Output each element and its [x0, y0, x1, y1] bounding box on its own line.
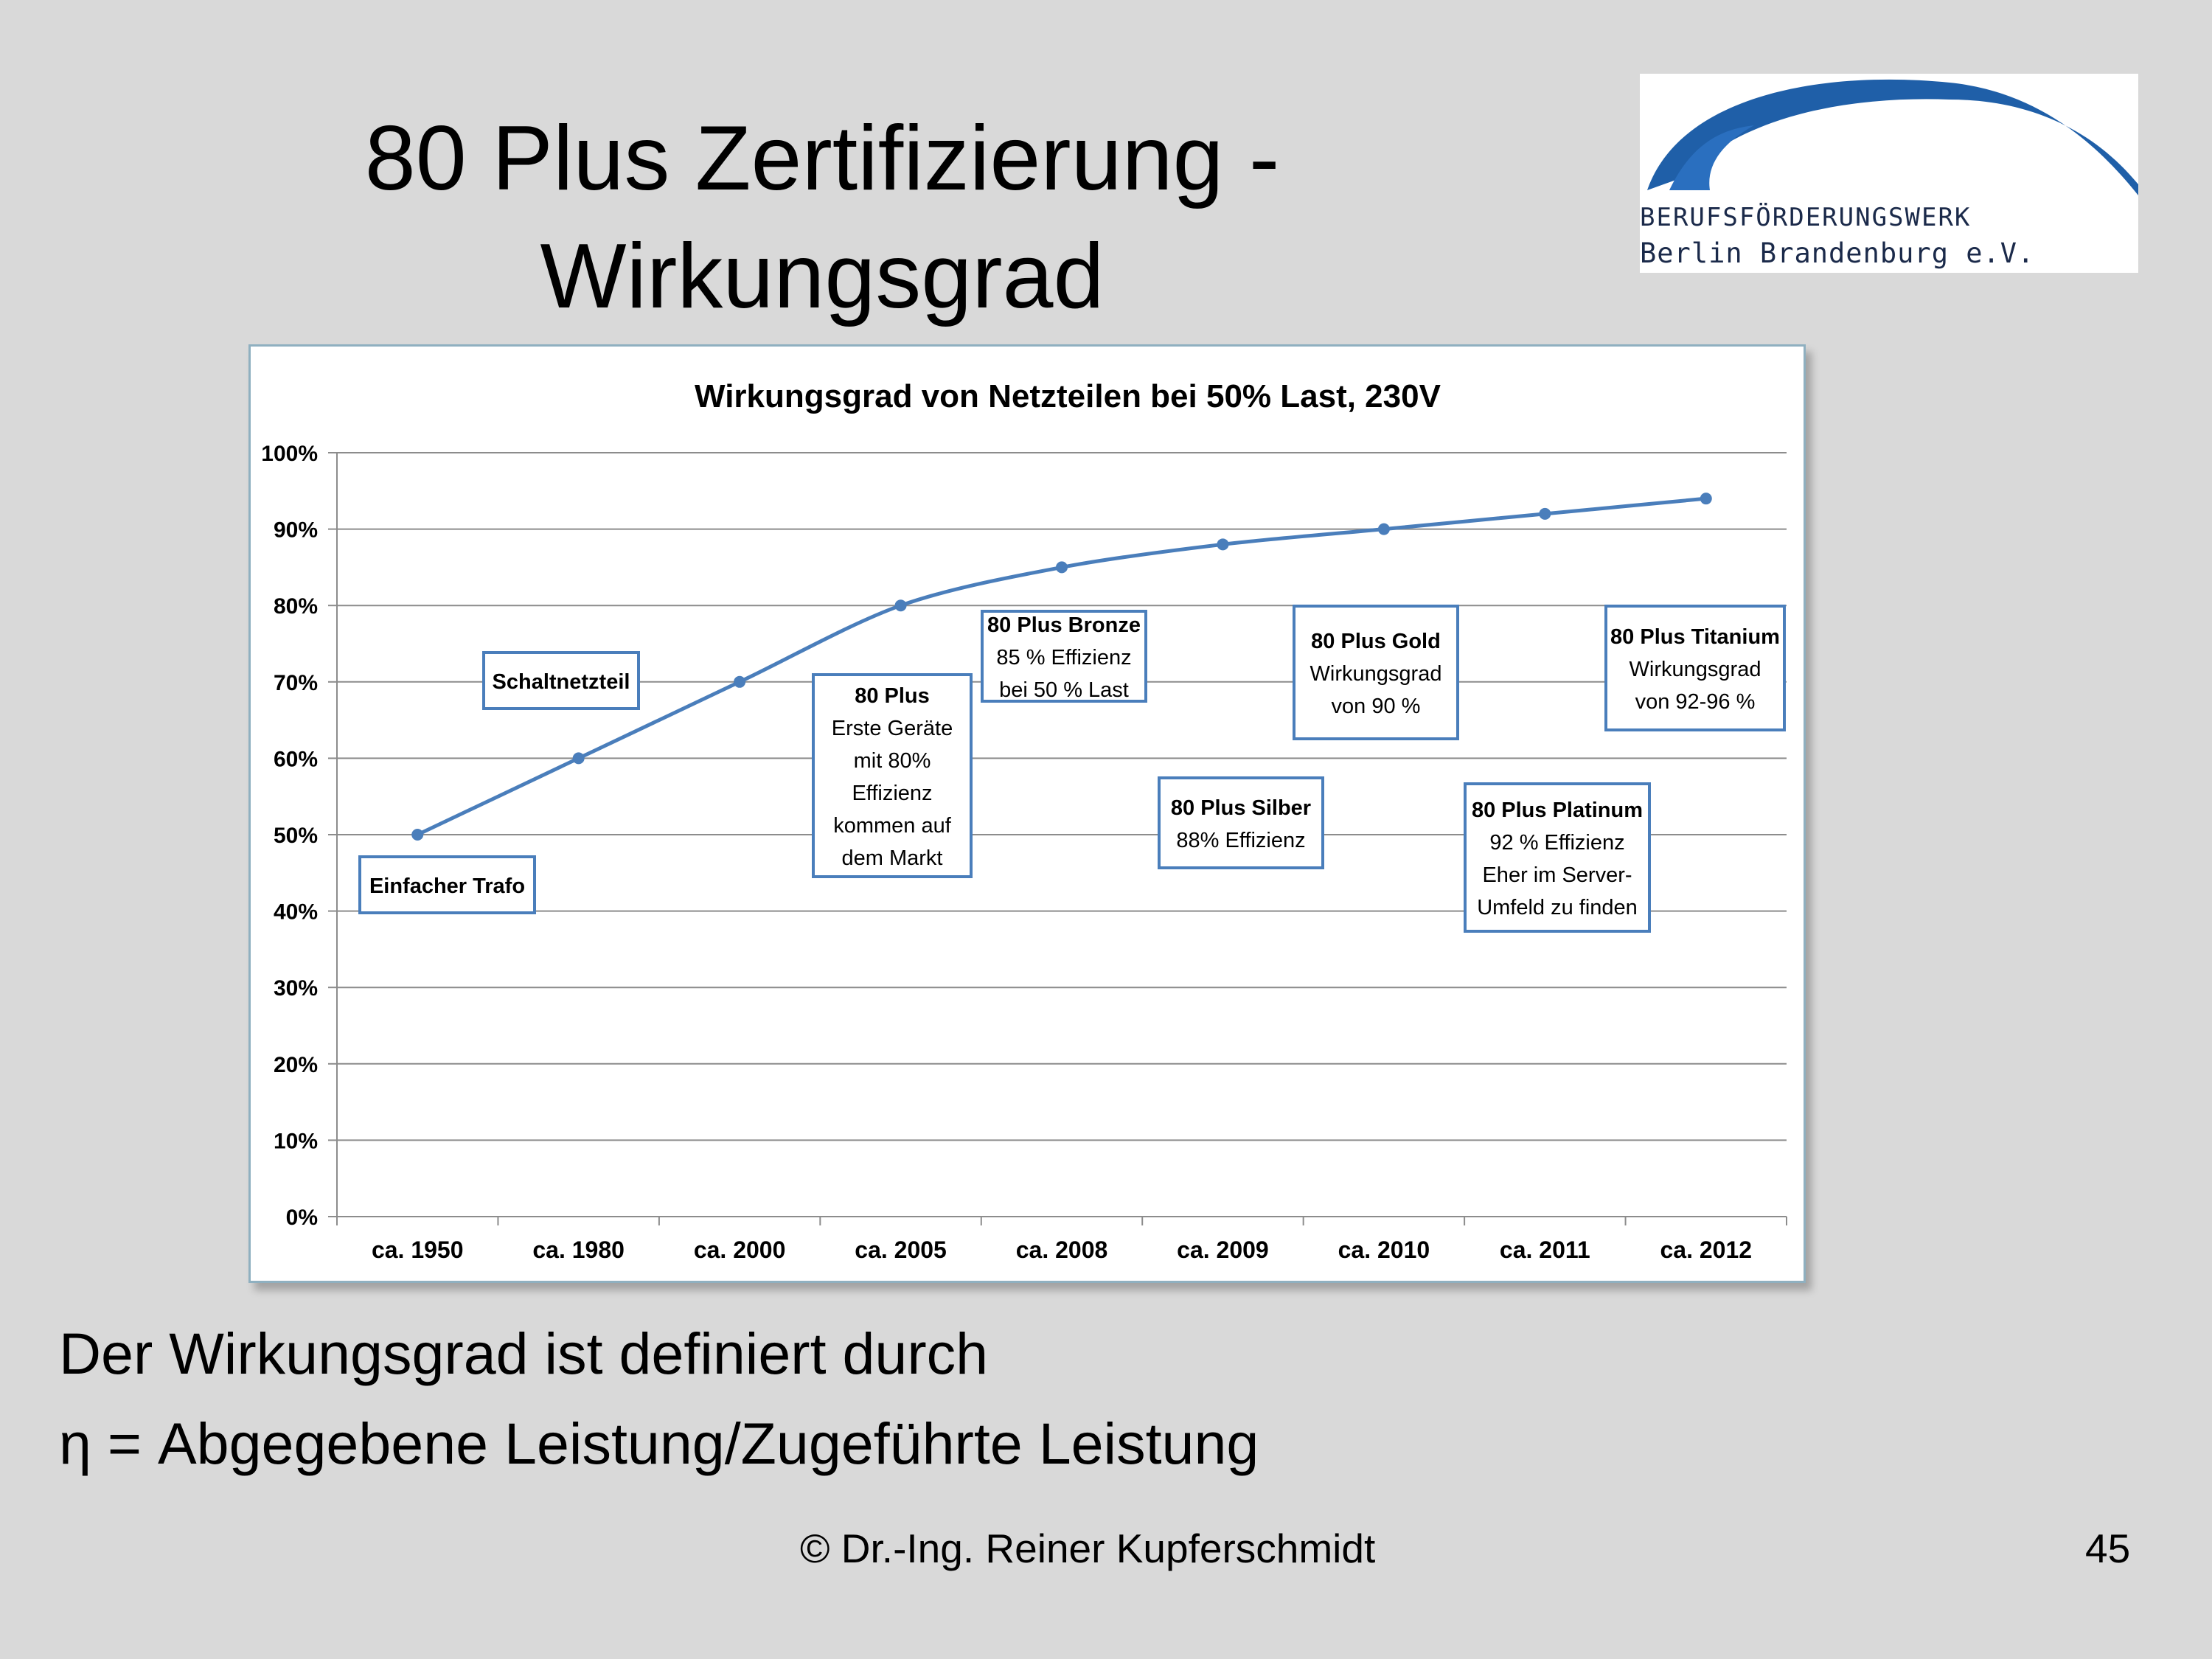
- bridge-arc-icon: [1647, 79, 2138, 195]
- annotation-text: 80 Plus: [855, 684, 930, 708]
- annotation-text: Wirkungsgrad: [1630, 658, 1761, 681]
- y-tick-label: 10%: [274, 1129, 318, 1153]
- data-point: [1377, 523, 1390, 535]
- y-tick-label: 20%: [274, 1053, 318, 1077]
- title-line-1: 80 Plus Zertifizierung -: [364, 108, 1280, 209]
- page-number: 45: [2085, 1526, 2131, 1571]
- logo: BERUFSFÖRDERUNGSWERK Berlin Brandenburg …: [1640, 74, 2138, 273]
- y-tick-label: 0%: [286, 1206, 318, 1230]
- data-point: [1056, 561, 1068, 574]
- x-tick-label: ca. 2005: [855, 1237, 947, 1263]
- annotation-text: mit 80%: [854, 749, 931, 773]
- x-tick-label: ca. 2011: [1500, 1237, 1590, 1263]
- x-tick-label: ca. 1950: [372, 1237, 464, 1263]
- data-point: [1700, 493, 1712, 505]
- annotation-text: 85 % Effizienz: [996, 646, 1131, 669]
- annotation-80-plus-silber: [1158, 776, 1324, 869]
- chart-title: Wirkungsgrad von Netzteilen bei 50% Last…: [695, 378, 1441, 414]
- annotation-80-plus-titanium: [1604, 605, 1786, 731]
- data-point: [894, 599, 907, 612]
- annotation-text: Schaltnetzteil: [493, 670, 630, 694]
- annotation-80-plus: [812, 673, 973, 878]
- annotation-text: Wirkungsgrad: [1310, 662, 1442, 686]
- annotation-text: 80 Plus Titanium: [1610, 625, 1780, 649]
- body-text-formula: η = Abgegebene Leistung/Zugeführte Leist…: [59, 1411, 1259, 1476]
- data-point: [572, 752, 585, 765]
- y-tick-label: 70%: [274, 671, 318, 695]
- x-tick-label: ca. 2000: [694, 1237, 786, 1263]
- body-text-definition: Der Wirkungsgrad ist definiert durch: [59, 1321, 989, 1386]
- efficiency-line-chart: Wirkungsgrad von Netzteilen bei 50% Last…: [261, 378, 1787, 1263]
- annotation-text: 80 Plus Silber: [1171, 796, 1311, 820]
- annotation-text: 88% Effizienz: [1176, 829, 1305, 852]
- x-tick-label: ca. 2008: [1016, 1237, 1108, 1263]
- annotation-einfacher-trafo: [358, 855, 536, 914]
- y-tick-label: 90%: [274, 518, 318, 543]
- y-tick-label: 50%: [274, 824, 318, 848]
- data-point: [1539, 507, 1551, 520]
- chart-frame: Wirkungsgrad von Netzteilen bei 50% Last…: [248, 344, 1806, 1283]
- x-tick-label: ca. 2010: [1338, 1237, 1430, 1263]
- title-line-2: Wirkungsgrad: [540, 226, 1105, 327]
- annotation-text: 92 % Effizienz: [1489, 831, 1624, 855]
- copyright-footer: © Dr.-Ing. Reiner Kupferschmidt: [800, 1526, 1376, 1571]
- data-point: [734, 675, 746, 688]
- logo-text-2: Berlin Brandenburg e.V.: [1640, 237, 2035, 269]
- x-tick-label: ca. 1980: [532, 1237, 625, 1263]
- annotation-80-plus-platinum: [1464, 782, 1651, 933]
- annotation-text: Eher im Server-: [1482, 863, 1632, 887]
- annotation-text: 80 Plus Gold: [1311, 630, 1441, 653]
- annotation-text: von 92-96 %: [1635, 690, 1756, 714]
- annotation-text: 80 Plus Platinum: [1472, 799, 1643, 822]
- annotation-schaltnetzteil: [482, 651, 640, 710]
- annotation-text: Umfeld zu finden: [1477, 896, 1638, 919]
- annotation-text: Einfacher Trafo: [369, 874, 525, 898]
- annotation-text: Erste Geräte: [832, 717, 953, 740]
- annotation-text: kommen auf: [833, 814, 952, 838]
- data-point: [411, 829, 424, 841]
- annotation-text: dem Markt: [842, 846, 943, 870]
- y-tick-label: 100%: [261, 442, 318, 466]
- series-line: [417, 496, 1707, 837]
- x-tick-label: ca. 2009: [1177, 1237, 1269, 1263]
- annotation-text: von 90 %: [1332, 695, 1421, 718]
- y-tick-label: 60%: [274, 747, 318, 771]
- annotation-text: bei 50 % Last: [999, 678, 1129, 702]
- annotation-text: 80 Plus Bronze: [987, 613, 1141, 637]
- y-tick-label: 40%: [274, 900, 318, 925]
- y-tick-label: 80%: [274, 594, 318, 619]
- logo-text-1: BERUFSFÖRDERUNGSWERK: [1640, 203, 1972, 232]
- annotation-text: Effizienz: [852, 782, 932, 805]
- annotation-80-plus-bronze: [981, 610, 1147, 703]
- x-tick-label: ca. 2012: [1660, 1237, 1752, 1263]
- y-tick-label: 30%: [274, 976, 318, 1001]
- slide-title: 80 Plus Zertifizierung - Wirkungsgrad: [221, 100, 1423, 335]
- data-point: [1217, 538, 1229, 551]
- annotation-80-plus-gold: [1293, 605, 1459, 740]
